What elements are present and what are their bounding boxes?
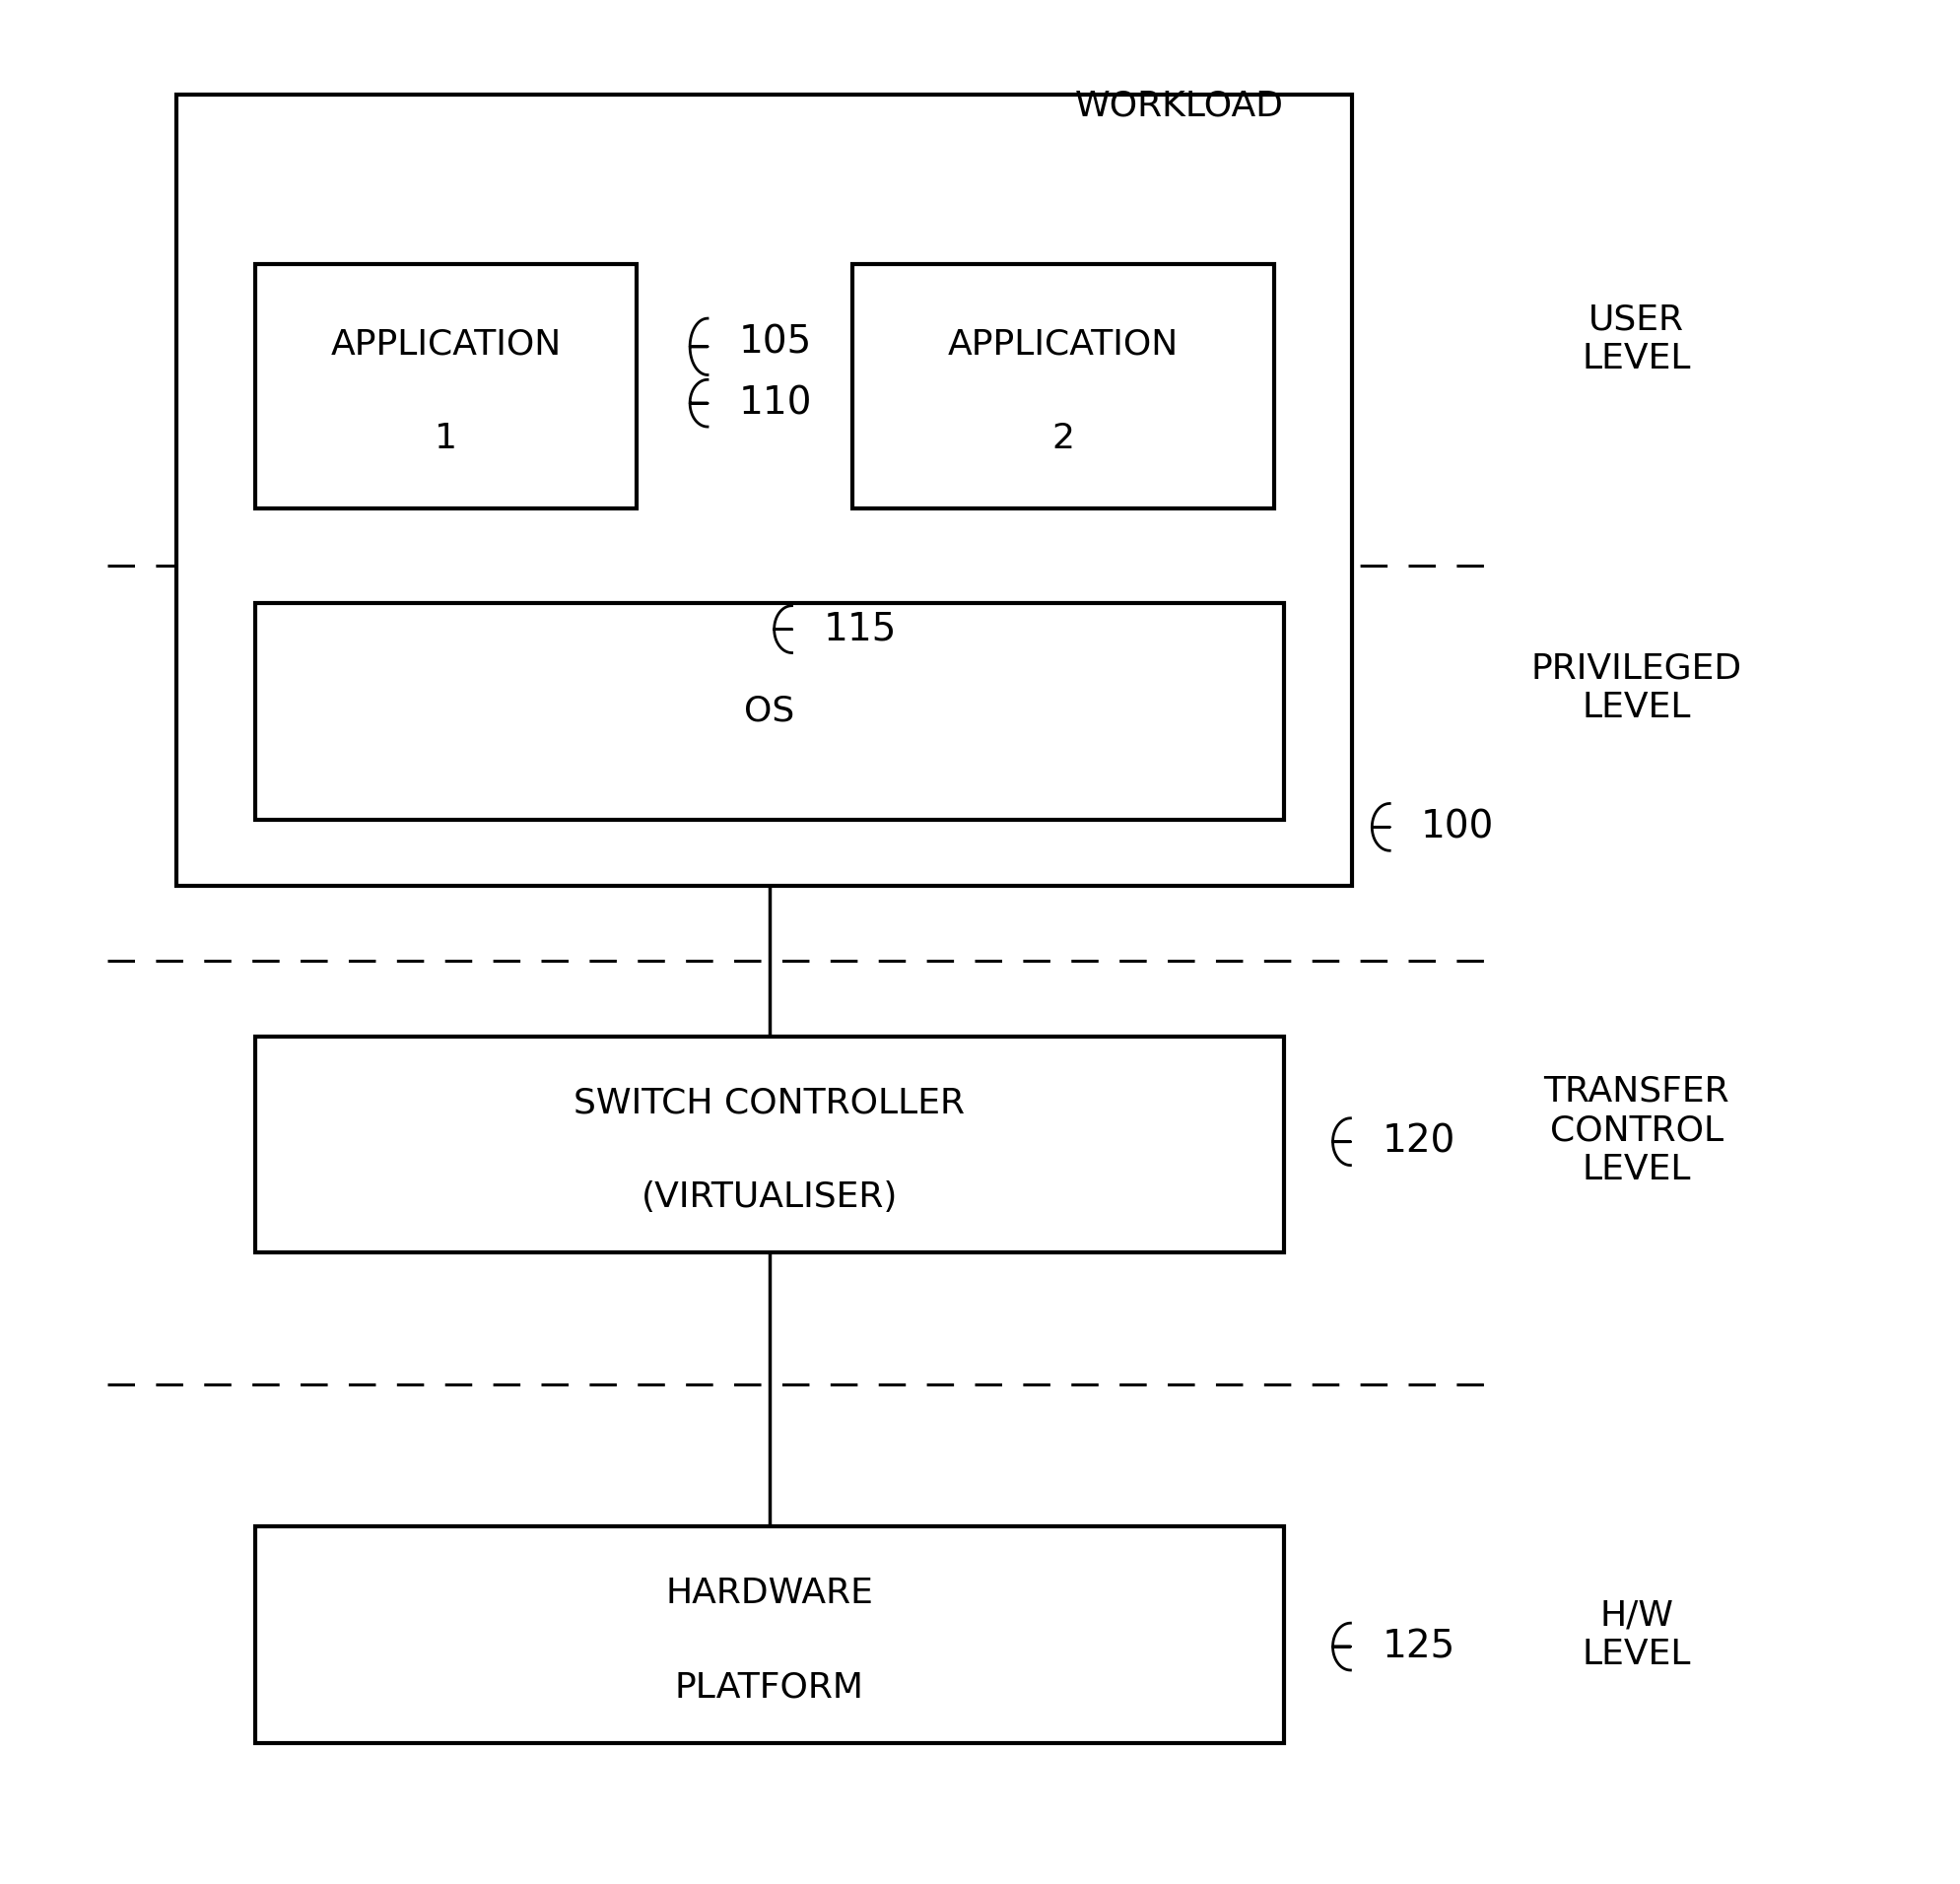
Text: OS: OS — [745, 695, 794, 727]
Text: 1: 1 — [435, 422, 457, 456]
Text: 125: 125 — [1382, 1628, 1454, 1665]
Text: 120: 120 — [1382, 1123, 1454, 1161]
Text: PLATFORM: PLATFORM — [674, 1671, 864, 1703]
Text: 115: 115 — [823, 610, 896, 648]
Text: HARDWARE: HARDWARE — [664, 1577, 874, 1609]
Bar — [853, 264, 1274, 509]
Text: H/W
LEVEL: H/W LEVEL — [1582, 1600, 1691, 1671]
Text: APPLICATION: APPLICATION — [331, 328, 561, 362]
Text: SWITCH CONTROLLER: SWITCH CONTROLLER — [574, 1087, 964, 1119]
Bar — [255, 1526, 1284, 1743]
Bar — [255, 1036, 1284, 1253]
Text: 110: 110 — [739, 384, 811, 422]
Text: APPLICATION: APPLICATION — [949, 328, 1178, 362]
Bar — [176, 94, 1352, 885]
Text: 2: 2 — [1053, 422, 1074, 456]
Text: WORKLOAD: WORKLOAD — [1074, 89, 1284, 122]
Text: PRIVILEGED
LEVEL: PRIVILEGED LEVEL — [1531, 652, 1742, 723]
Text: (VIRTUALISER): (VIRTUALISER) — [641, 1181, 898, 1213]
Text: USER
LEVEL: USER LEVEL — [1582, 303, 1691, 375]
Bar — [255, 264, 637, 509]
Text: TRANSFER
CONTROL
LEVEL: TRANSFER CONTROL LEVEL — [1544, 1076, 1729, 1185]
Text: 105: 105 — [739, 324, 811, 362]
Text: 100: 100 — [1421, 808, 1494, 846]
Bar — [255, 603, 1284, 820]
